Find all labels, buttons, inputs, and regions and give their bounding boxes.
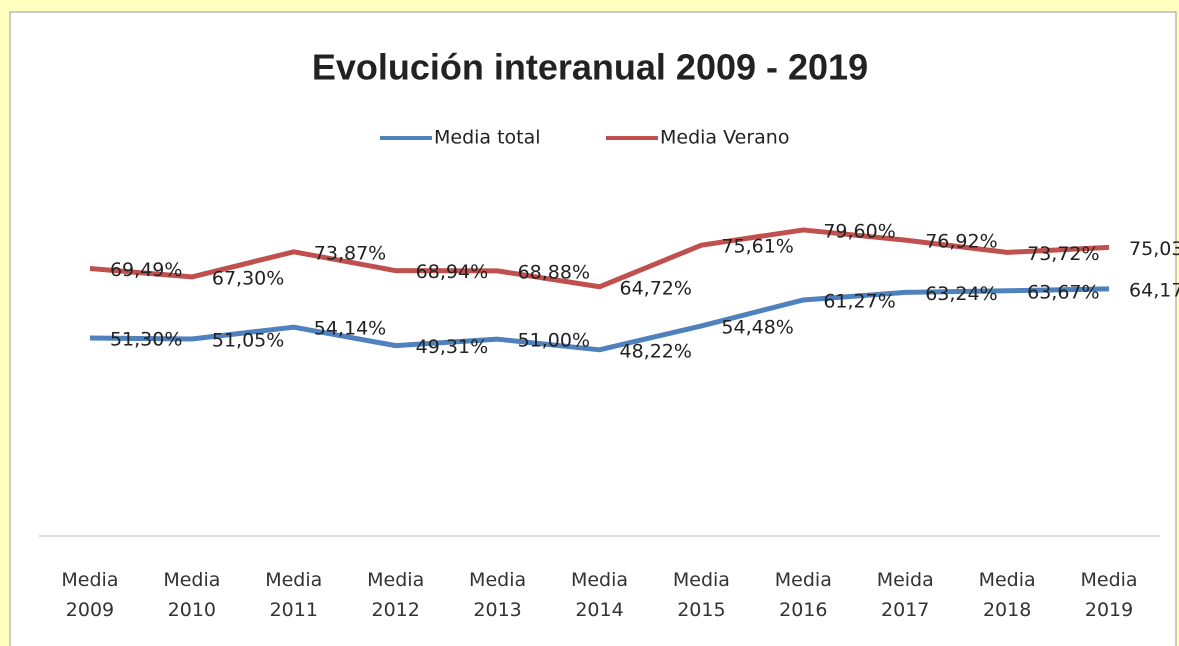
x-tick-label: Media 2009 <box>61 569 118 621</box>
x-tick-label: Media 2016 <box>775 569 832 621</box>
data-label: 68,94% <box>416 261 488 283</box>
x-tick-label: Media 2011 <box>265 569 322 621</box>
data-label: 49,31% <box>416 336 488 358</box>
data-label: 79,60% <box>823 220 895 242</box>
data-label: 67,30% <box>212 267 284 289</box>
chart-title: Evolución interanual 2009 - 2019 <box>312 47 868 88</box>
x-tick-label: Media 2019 <box>1081 569 1138 621</box>
data-label: 64,17% <box>1129 279 1179 301</box>
x-tick-label: Media 2013 <box>469 569 526 621</box>
data-label: 48,22% <box>620 340 692 362</box>
data-label: 75,61% <box>721 236 793 258</box>
data-label: 51,00% <box>518 330 590 352</box>
line <box>89 286 1110 353</box>
data-label: 76,92% <box>925 231 997 253</box>
data-label: 73,72% <box>1027 243 1099 265</box>
x-tick-label: Media 2010 <box>163 569 220 621</box>
data-label: 68,88% <box>518 261 590 283</box>
data-label: 63,24% <box>925 283 997 305</box>
data-label: 73,87% <box>314 242 386 264</box>
x-tick-label: Media 2012 <box>367 569 424 621</box>
data-label: 63,67% <box>1027 281 1099 303</box>
x-tick-label: Media 2014 <box>571 569 628 621</box>
data-label: 69,49% <box>110 259 182 281</box>
x-tick-label: Meida 2017 <box>877 569 934 621</box>
data-label: 51,05% <box>212 329 284 351</box>
data-label: 51,30% <box>110 329 182 351</box>
data-label: 75,03% <box>1129 238 1179 260</box>
legend-label: Media Verano <box>660 127 789 149</box>
data-label: 64,72% <box>620 277 692 299</box>
data-label: 61,27% <box>823 290 895 312</box>
line <box>89 227 1110 290</box>
data-label: 54,14% <box>314 318 386 340</box>
chart-area <box>9 11 1177 646</box>
x-tick-label: Media 2018 <box>979 569 1036 621</box>
x-tick-label: Media 2015 <box>673 569 730 621</box>
data-label: 54,48% <box>721 316 793 338</box>
legend-label: Media total <box>434 127 541 149</box>
